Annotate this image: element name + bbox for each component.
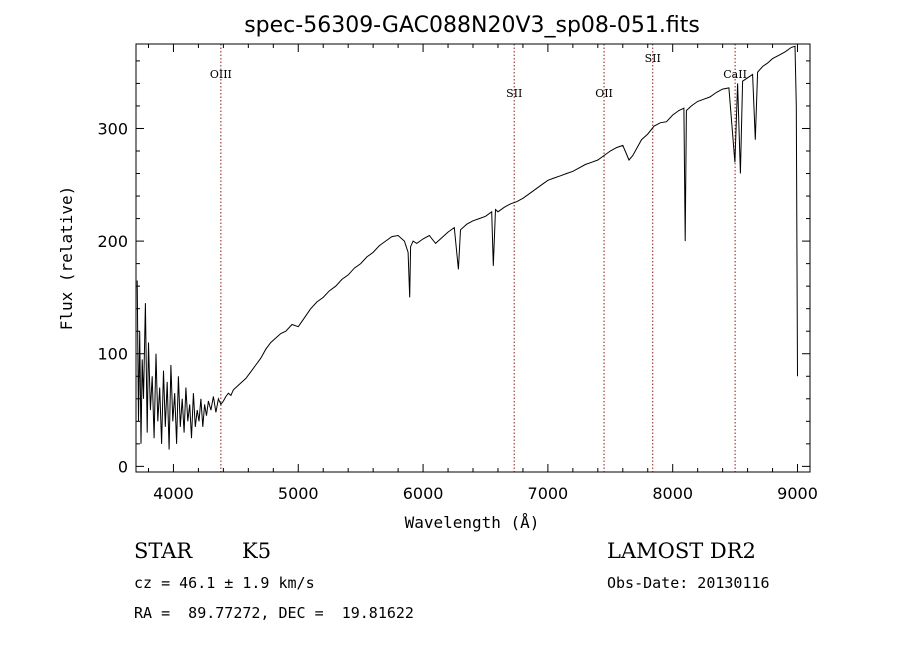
reference-line-label: OII <box>595 87 613 100</box>
y-axis-label: Flux (relative) <box>57 186 76 331</box>
survey-name: LAMOST DR2 <box>607 539 756 563</box>
x-tick-label: 4000 <box>153 484 194 503</box>
coordinates: RA = 89.77272, DEC = 19.81622 <box>134 604 414 622</box>
x-tick-label: 5000 <box>278 484 319 503</box>
plot-frame <box>136 44 810 472</box>
reference-line-label: SII <box>506 87 522 100</box>
y-tick-label: 100 <box>97 345 128 364</box>
object-class: STAR <box>134 539 192 563</box>
reference-line-label: CaII <box>723 68 747 81</box>
reference-lines: OIII SII OII SII CaII <box>210 44 747 472</box>
y-tick-label: 300 <box>97 119 128 138</box>
x-axis: 4000 5000 6000 7000 8000 9000 <box>148 44 817 503</box>
redshift-value: cz = 46.1 ± 1.9 km/s <box>134 574 315 592</box>
x-tick-label: 6000 <box>403 484 444 503</box>
reference-line-label: SII <box>645 52 661 65</box>
y-axis: 0 100 200 300 <box>97 61 810 476</box>
spectrum-line <box>137 46 797 449</box>
object-subclass: K5 <box>242 539 271 563</box>
x-tick-label: 7000 <box>528 484 569 503</box>
y-tick-label: 0 <box>118 457 128 476</box>
chart-title: spec-56309-GAC088N20V3_sp08-051.fits <box>244 13 700 38</box>
y-tick-label: 200 <box>97 232 128 251</box>
x-tick-label: 8000 <box>652 484 693 503</box>
reference-line-label: OIII <box>210 68 232 81</box>
obs-date: Obs-Date: 20130116 <box>607 574 770 592</box>
x-tick-label: 9000 <box>777 484 818 503</box>
x-axis-label: Wavelength (Å) <box>405 513 540 532</box>
